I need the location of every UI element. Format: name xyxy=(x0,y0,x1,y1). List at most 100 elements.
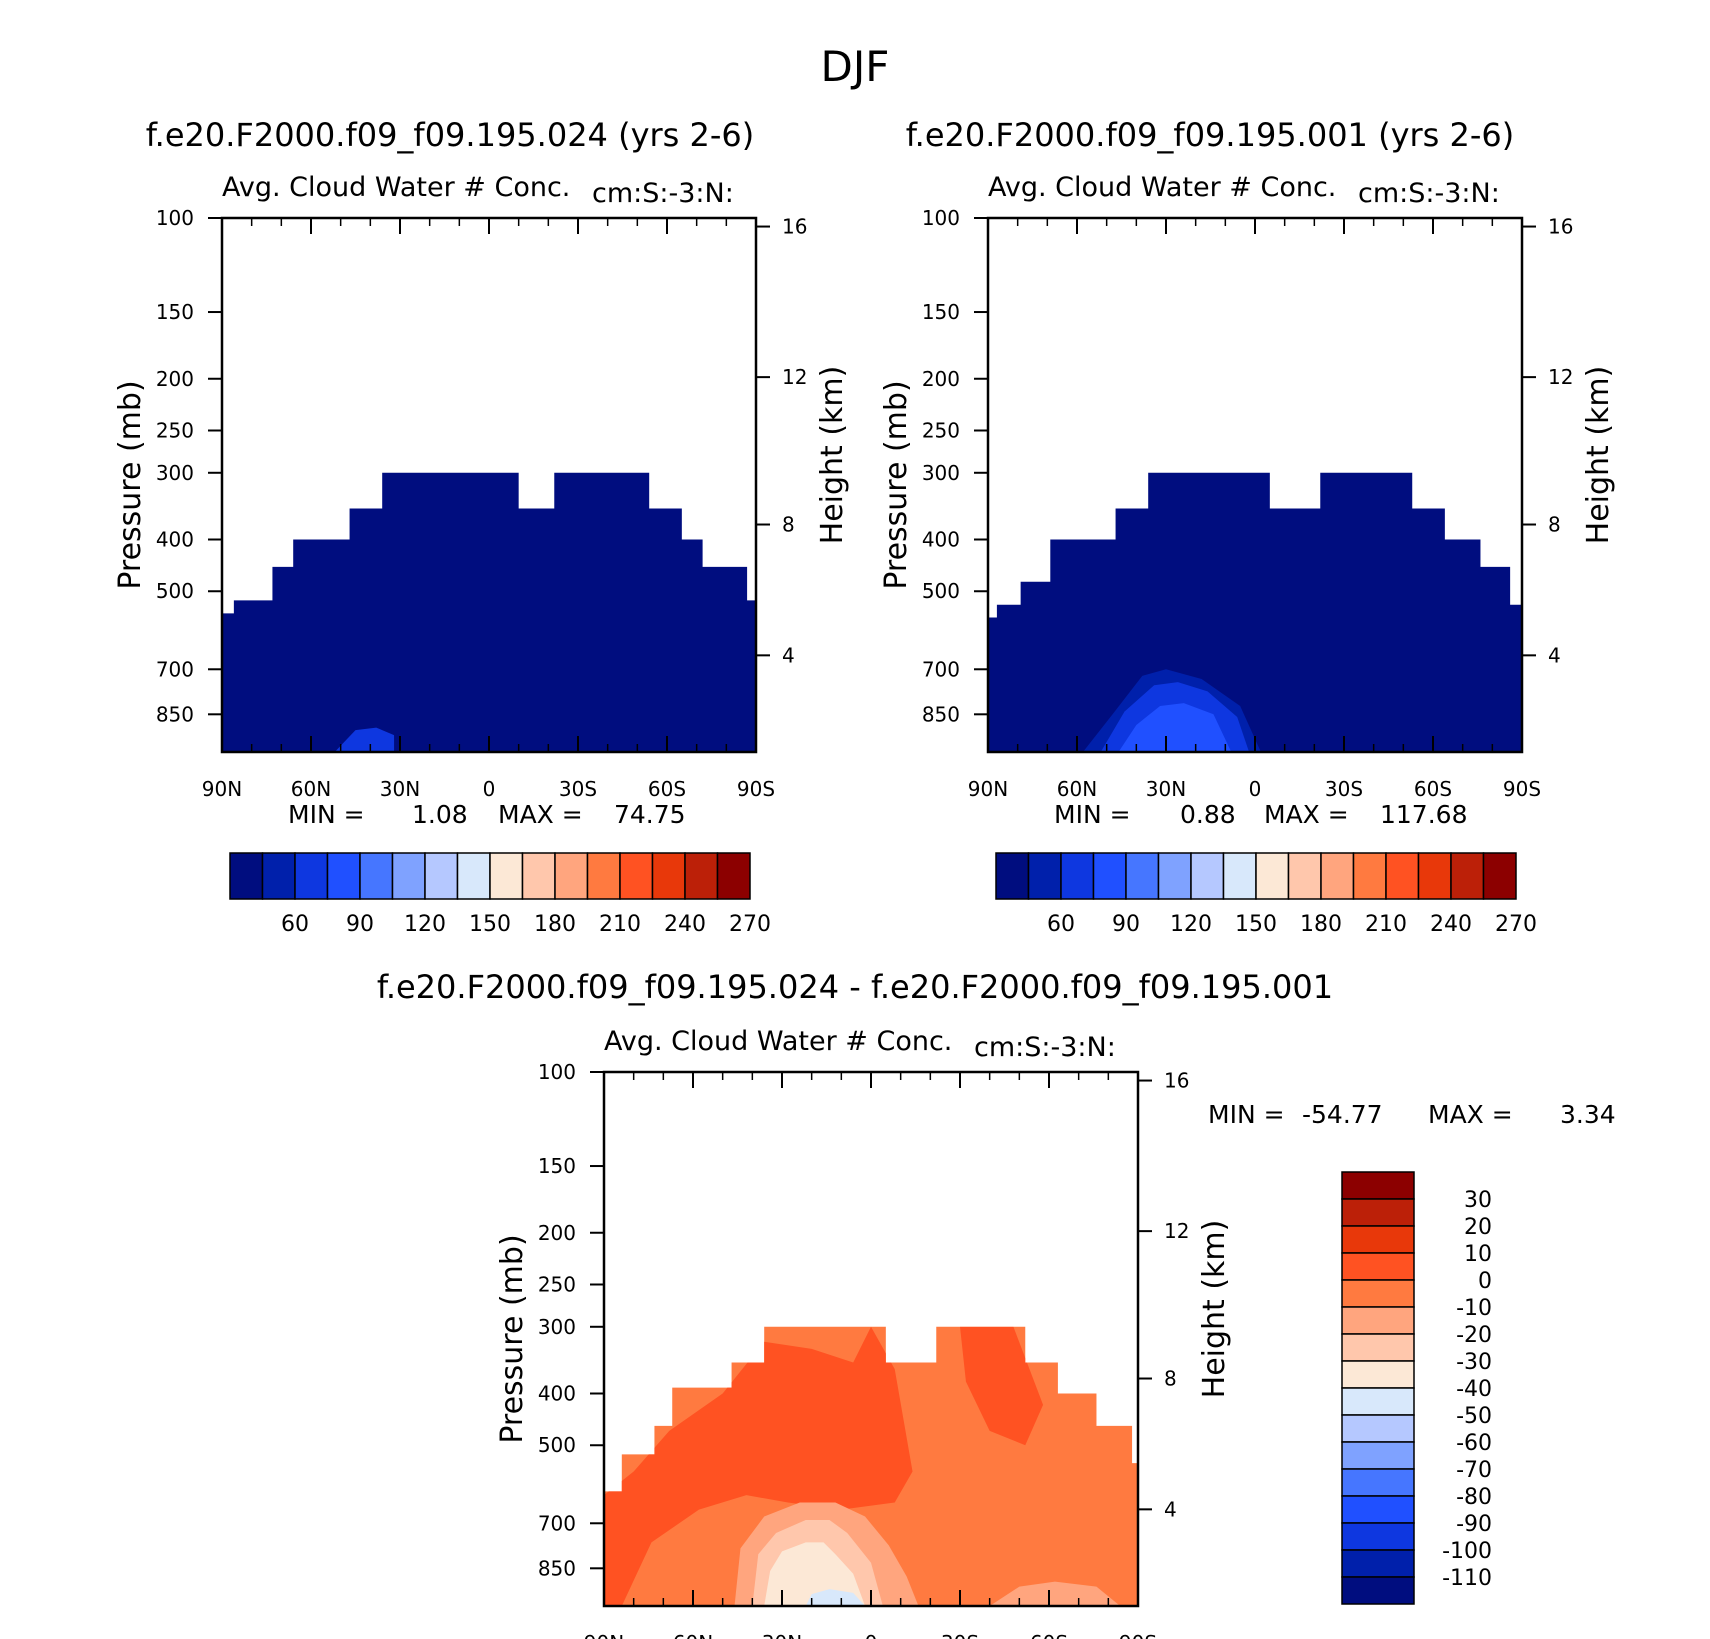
ytick-right-label: 8 xyxy=(1164,1367,1177,1391)
contour-group xyxy=(1082,669,1261,752)
panel3-min-value: -54.77 xyxy=(1302,1100,1383,1129)
ytick-label: 400 xyxy=(538,1382,576,1406)
colorbar-swatch xyxy=(1341,1549,1415,1578)
panel1-max-label: MAX = xyxy=(498,800,583,829)
colorbar-swatch xyxy=(554,852,589,900)
colorbar-label: -70 xyxy=(1456,1458,1492,1483)
xtick-label: 90S xyxy=(1119,1631,1157,1639)
colorbar-label: 150 xyxy=(469,912,511,937)
ytick-right-label: 12 xyxy=(1164,1219,1189,1243)
xtick-label: 60S xyxy=(1030,1631,1068,1639)
colorbar-swatch xyxy=(1341,1414,1415,1443)
panel1-title: f.e20.F2000.f09_f09.195.024 (yrs 2-6) xyxy=(145,116,755,154)
colorbar-swatch xyxy=(1222,852,1257,900)
ylabel: Pressure (mb) xyxy=(495,1234,530,1443)
ytick-label: 200 xyxy=(156,367,194,391)
colorbar-swatch xyxy=(1417,852,1452,900)
ytick-label: 200 xyxy=(538,1221,576,1245)
colorbar-label: 90 xyxy=(346,912,374,937)
ytick-label: 100 xyxy=(538,1060,576,1084)
ytick-right-label: 16 xyxy=(782,215,807,239)
ytick-label: 400 xyxy=(156,528,194,552)
ytick-right-label: 16 xyxy=(1164,1069,1189,1093)
colorbar-swatch xyxy=(359,852,394,900)
colorbar-swatch xyxy=(1341,1225,1415,1254)
contour-fill-3 xyxy=(989,1581,1121,1606)
colorbar-swatch xyxy=(586,852,621,900)
ytick-label: 850 xyxy=(922,702,960,726)
subtitle-right: cm:S:-3:N: xyxy=(974,1032,1116,1063)
colorbar-swatch xyxy=(326,852,361,900)
colorbar-swatch xyxy=(1190,852,1225,900)
xtick-label: 90S xyxy=(737,777,775,801)
colorbar-label: -50 xyxy=(1456,1404,1492,1429)
ytick-label: 500 xyxy=(156,579,194,603)
ytick-right-label: 4 xyxy=(1548,643,1561,667)
xtick-label: 30S xyxy=(1325,777,1363,801)
colorbar-swatch xyxy=(1341,1468,1415,1497)
colorbar-swatch xyxy=(1341,1360,1415,1389)
colorbar-swatch xyxy=(1341,1333,1415,1362)
contour-fill-1 xyxy=(960,1326,1044,1446)
plot-area xyxy=(604,1326,1138,1606)
panel1-min-label: MIN = xyxy=(288,800,365,829)
colorbar-label: 120 xyxy=(404,912,446,937)
colorbar-label: 30 xyxy=(1464,1188,1492,1213)
ytick-label: 200 xyxy=(922,367,960,391)
colorbar-swatch xyxy=(424,852,459,900)
colorbar-label: -10 xyxy=(1456,1296,1492,1321)
colorbar-swatch xyxy=(1341,1171,1415,1200)
colorbar-label: 120 xyxy=(1170,912,1212,937)
colorbar-label: 210 xyxy=(1365,912,1407,937)
xtick-label: 60S xyxy=(648,777,686,801)
ytick-label: 250 xyxy=(922,418,960,442)
ytick-label: 500 xyxy=(538,1433,576,1457)
xtick-label: 30S xyxy=(941,1631,979,1639)
colorbar-label: 270 xyxy=(729,912,771,937)
subtitle-left: Avg. Cloud Water # Conc. xyxy=(604,1026,952,1057)
xtick-label: 60S xyxy=(1414,777,1452,801)
colorbar-label: -110 xyxy=(1442,1566,1492,1591)
ytick-label: 850 xyxy=(538,1556,576,1580)
ytick-right-label: 4 xyxy=(1164,1497,1177,1521)
colorbar-swatch xyxy=(651,852,686,900)
ytick-label: 850 xyxy=(156,702,194,726)
colorbar-swatch xyxy=(1341,1522,1415,1551)
ylabel-right: Height (km) xyxy=(1581,366,1616,545)
ytick-label: 300 xyxy=(538,1315,576,1339)
colorbar-swatch xyxy=(1341,1279,1415,1308)
panel2-max-label: MAX = xyxy=(1264,800,1349,829)
subtitle-right: cm:S:-3:N: xyxy=(1358,178,1500,209)
colorbar-label: 0 xyxy=(1478,1269,1492,1294)
colorbar-label: -90 xyxy=(1456,1512,1492,1537)
panel3-colorbar: 3020100-10-20-30-40-50-60-70-80-90-100-1… xyxy=(1341,1171,1492,1605)
ytick-label: 300 xyxy=(922,461,960,485)
xtick-label: 90N xyxy=(202,777,242,801)
colorbar-label: 270 xyxy=(1495,912,1537,937)
xtick-label: 30S xyxy=(559,777,597,801)
ylabel: Pressure (mb) xyxy=(879,380,914,589)
contour-fill-2 xyxy=(1118,703,1232,752)
colorbar-swatch xyxy=(1320,852,1355,900)
colorbar-label: -30 xyxy=(1456,1350,1492,1375)
contour-group xyxy=(334,727,395,752)
colorbar-swatch xyxy=(619,852,654,900)
contour-fill-5 xyxy=(764,1542,866,1606)
panel2-plot: 100 150 200 250 300 400 500 700 850 16 12 8 4 90N 60N 3… xyxy=(879,172,1616,801)
subtitle-right: cm:S:-3:N: xyxy=(592,178,734,209)
colorbar-label: -80 xyxy=(1456,1485,1492,1510)
contour-fill-6 xyxy=(805,1589,866,1606)
colorbar-swatch xyxy=(1385,852,1420,900)
xtick-label: 60N xyxy=(291,777,331,801)
colorbar-label: 60 xyxy=(1047,912,1075,937)
ytick-label: 150 xyxy=(538,1154,576,1178)
colorbar-swatch xyxy=(1255,852,1290,900)
colorbar-swatch xyxy=(229,852,264,900)
colorbar-label: -60 xyxy=(1456,1431,1492,1456)
colorbar-swatch xyxy=(1092,852,1127,900)
colorbar-swatch xyxy=(1341,1387,1415,1416)
colorbar-swatch xyxy=(261,852,296,900)
colorbar-swatch xyxy=(391,852,426,900)
ytick-label: 100 xyxy=(156,206,194,230)
subtitle-left: Avg. Cloud Water # Conc. xyxy=(222,172,570,203)
